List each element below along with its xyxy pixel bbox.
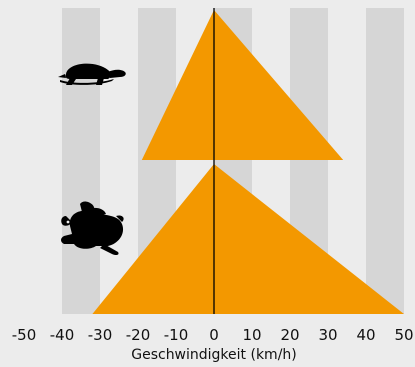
turtle-icon [58, 63, 126, 85]
speed-triangle-rabbit [92, 164, 405, 314]
x-tick-label: 20 [280, 326, 299, 344]
x-tick-label: 10 [242, 326, 261, 344]
x-tick-label: 30 [318, 326, 337, 344]
x-tick-label: 40 [356, 326, 375, 344]
rabbit-icon [61, 201, 124, 256]
x-tick-label: -10 [164, 326, 189, 344]
speed-triangle-turtle [141, 10, 344, 160]
grid-bands [62, 8, 404, 314]
x-axis-title: Geschwindigkeit (km/h) [131, 347, 297, 363]
x-tick-label: -30 [88, 326, 113, 344]
x-tick-label: -20 [126, 326, 151, 344]
x-tick-label: 0 [209, 326, 219, 344]
grid-band [62, 8, 100, 314]
x-tick-label: -40 [50, 326, 75, 344]
x-tick-label: -50 [12, 326, 37, 344]
x-tick-label: 50 [394, 326, 413, 344]
x-axis-ticks: -50 -40 -30 -20 -10 0 10 20 30 40 50 [12, 326, 414, 344]
distribution-triangles [92, 10, 405, 314]
grid-band [366, 8, 404, 314]
